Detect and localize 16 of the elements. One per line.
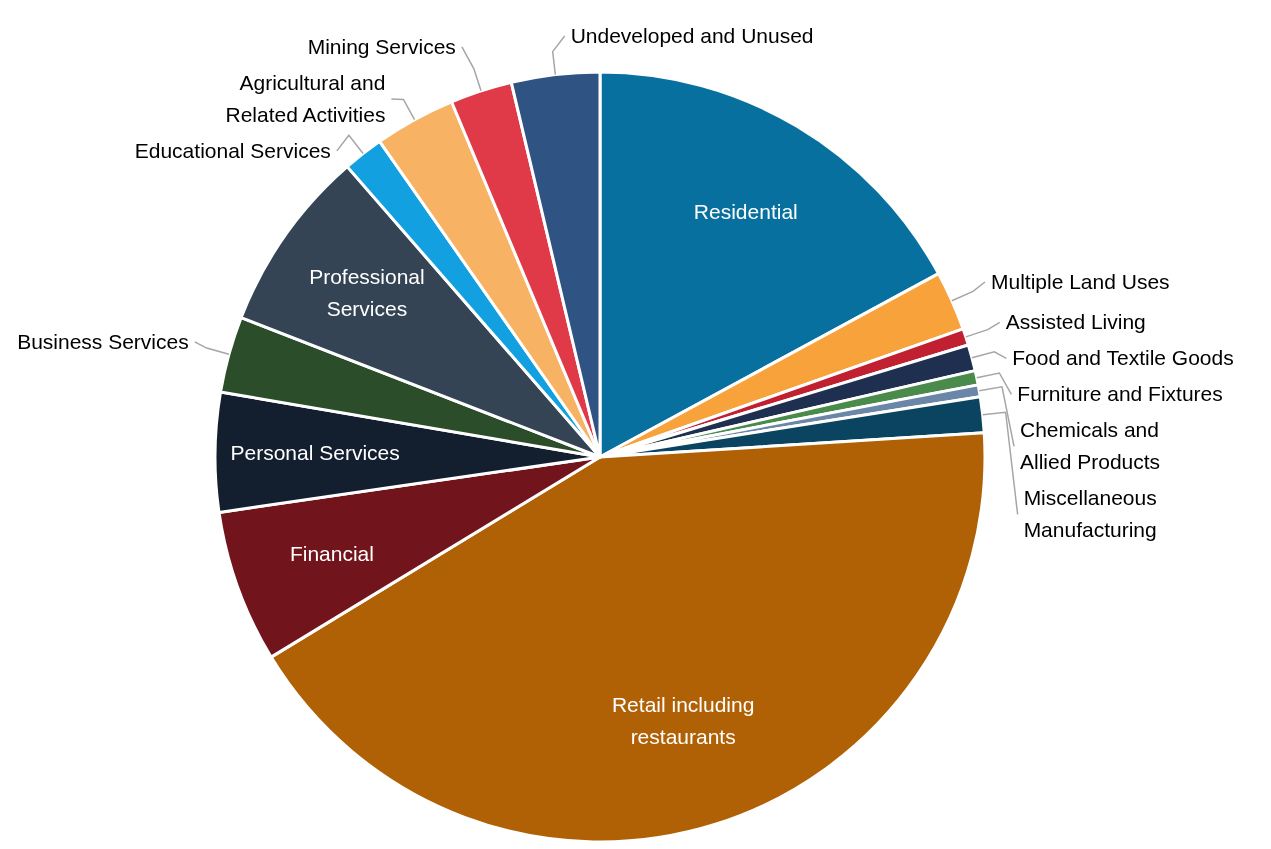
slice-label: Educational Services [134,138,331,162]
slice-label: Business Services [17,329,189,353]
slice-label: Retail including restaurants [611,693,755,749]
slice-label: Agricultural and Related Activities [225,70,386,126]
slice-label: Food and Textile Goods [1012,346,1234,370]
slice-label: Undeveloped and Unused [570,24,814,47]
slice-label: Mining Services [307,34,456,58]
slice-label: Professional Services [309,265,425,321]
slice-label: Chemicals and Allied Products [1020,418,1161,474]
slice-label: Furniture and Fixtures [1017,382,1223,406]
slice-label: Residential [693,200,798,224]
slice-label: Financial [289,541,374,565]
slice-label: Multiple Land Uses [990,270,1170,294]
slice-label: Personal Services [230,441,400,465]
slice-label: Miscellaneous Manufacturing [1023,486,1157,542]
slice-label: Assisted Living [1005,310,1146,334]
